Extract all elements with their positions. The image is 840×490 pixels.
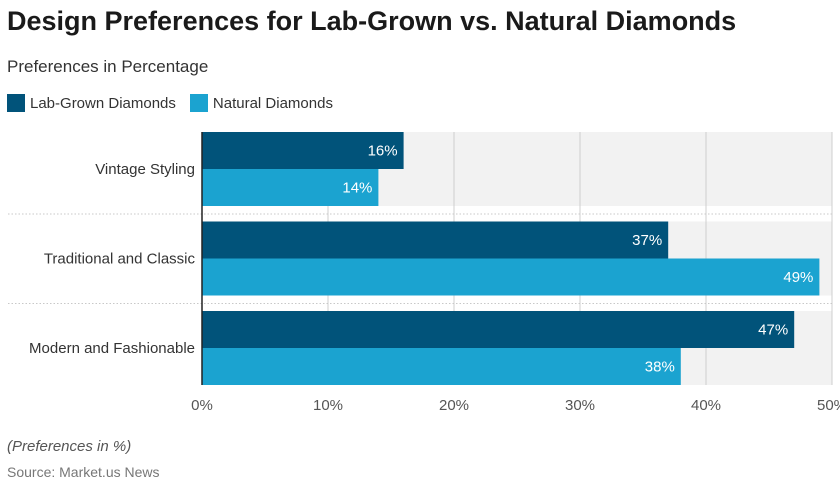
x-tick-label: 30% [565, 397, 595, 414]
data-label: 37% [632, 232, 662, 249]
legend-item-natural: Natural Diamonds [189, 94, 333, 112]
legend-swatch-lab-grown [7, 94, 25, 112]
bar [202, 311, 795, 348]
x-tick-label: 20% [439, 397, 469, 414]
category-label: Vintage Styling [95, 161, 195, 178]
legend-swatch-natural [189, 94, 208, 112]
data-label: 49% [783, 269, 813, 286]
category-label: Traditional and Classic [44, 251, 196, 268]
bar [202, 258, 820, 296]
chart-source: Source: Market.us News [7, 464, 160, 480]
x-tick-label: 50% [817, 397, 840, 414]
bar [202, 221, 669, 259]
data-label: 38% [645, 359, 675, 376]
bar [202, 132, 404, 169]
chart-subtitle: Preferences in Percentage [7, 57, 209, 76]
bar [202, 169, 379, 206]
chart-note: (Preferences in %) [7, 438, 132, 455]
legend-label: Lab-Grown Diamonds [30, 94, 176, 112]
category-label: Modern and Fashionable [29, 340, 195, 357]
bar-chart: 0% 10% 20% 30% 40% 50% Vintage Styling 16% 14% Tr… [8, 132, 840, 414]
x-tick-label: 40% [691, 397, 721, 414]
data-label: 47% [758, 322, 788, 339]
x-tick-label: 10% [313, 397, 343, 414]
bar [202, 348, 681, 385]
data-label: 16% [368, 143, 398, 160]
x-tick-label: 0% [191, 397, 213, 414]
legend: Lab-Grown Diamonds Natural Diamonds [7, 94, 333, 112]
chart-title: Design Preferences for Lab-Grown vs. Nat… [7, 6, 737, 36]
legend-item-lab-grown: Lab-Grown Diamonds [7, 94, 176, 112]
legend-label: Natural Diamonds [212, 94, 333, 112]
data-label: 14% [342, 180, 372, 197]
